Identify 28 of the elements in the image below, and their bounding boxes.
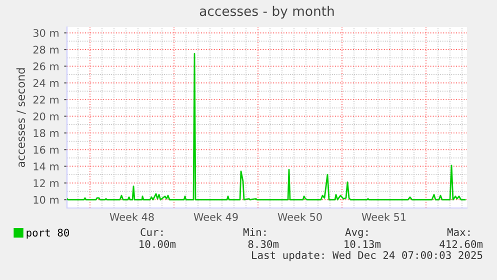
text: 8.30m — [248, 240, 279, 248]
x-tick-label: Week 49 — [194, 212, 238, 221]
text: Max: — [447, 228, 470, 236]
chart-title: accesses - by month — [200, 6, 334, 19]
y-tick-label: 14 m — [34, 162, 58, 170]
y-tick-label: 28 m — [33, 46, 58, 54]
line-series — [67, 52, 466, 200]
x-tick-label: Week 51 — [362, 212, 406, 221]
text: 10.13m — [344, 240, 381, 248]
y-tick-label: 24 m — [33, 79, 58, 87]
x-tick-label: Week 50 — [278, 212, 322, 221]
text: Cur: — [140, 228, 163, 236]
x-tick-label: Week 48 — [110, 212, 154, 221]
y-axis-title: accesses / second — [16, 68, 26, 168]
y-tick-label: 16 m — [34, 146, 58, 154]
text: 412.60m — [440, 240, 483, 248]
y-tick-label: 12 m — [34, 179, 58, 187]
text: Min: — [243, 228, 266, 236]
y-tick-label: 10 m — [34, 196, 58, 204]
y-tick-label: 18 m — [34, 129, 58, 138]
y-tick-label: 26 m — [33, 62, 58, 70]
y-tick-label: 30 m — [33, 29, 58, 37]
y-tick-label: 22 m — [33, 96, 58, 104]
text: Last update: Wed Dec 24 07:00:03 2025 — [252, 250, 482, 262]
y-tick-label: 20 m — [33, 112, 58, 120]
text: 10.00m — [140, 240, 176, 248]
legend-label: port 80 — [26, 228, 70, 239]
text: Avg: — [345, 228, 368, 238]
